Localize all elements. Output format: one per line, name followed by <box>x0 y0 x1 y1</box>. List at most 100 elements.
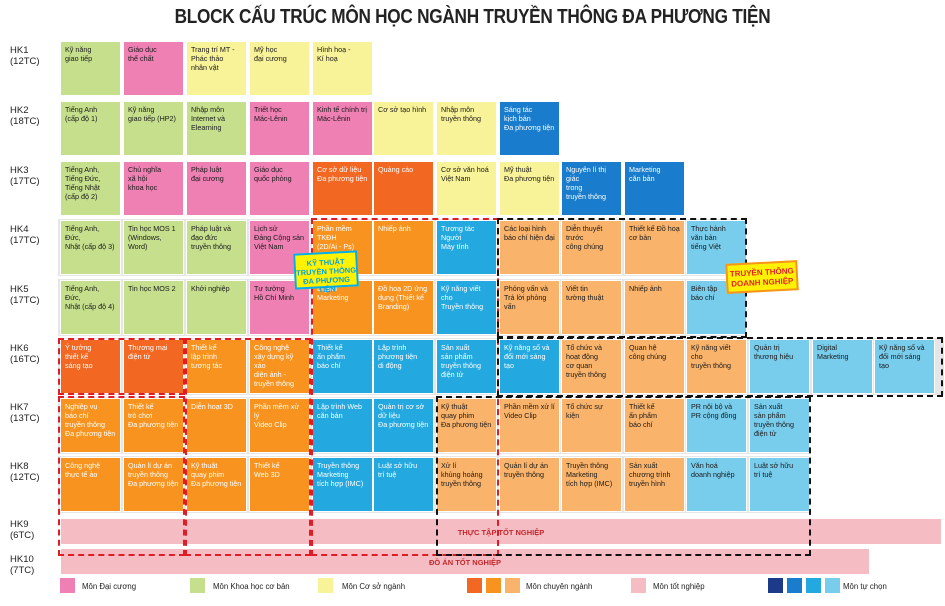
course-cell: Thiết kế Web 3D <box>249 457 310 512</box>
semester-credits: (17TC) <box>10 295 40 306</box>
semester-credits: (12TC) <box>10 472 40 483</box>
course-cell: Nhập môn Internet và Elearning <box>186 101 247 156</box>
course-cell: Thiết kế ấn phẩm báo chí <box>624 398 685 453</box>
course-cell: Kỹ năng giao tiếp <box>60 41 121 96</box>
course-cell: Khởi nghiệp <box>186 280 247 335</box>
course-cell: Luật sở hữu trí tuệ <box>749 457 810 512</box>
semester-credits: (12TC) <box>10 56 40 67</box>
course-cell: Viết tin tường thuật <box>561 280 622 335</box>
semester-credits: (17TC) <box>10 235 40 246</box>
course-cell: Kỹ năng giao tiếp (HP2) <box>123 101 184 156</box>
course-cell: Nhiếp ảnh <box>373 220 434 275</box>
course-cell: Diễn thuyết trước công chúng <box>561 220 622 275</box>
course-cell: PR nội bộ và PR cộng đồng <box>686 398 747 453</box>
course-cell: Giáo dục quốc phòng <box>249 161 310 216</box>
semester-label: HK8 (12TC) <box>10 461 56 483</box>
course-cell: Pháp luật và đạo đức truyền thông <box>186 220 247 275</box>
course-cell: Nguyên lí thị giác trong truyền thông <box>561 161 622 216</box>
semester-name: HK9 <box>10 519 29 530</box>
course-cell: Thương mại điện tử <box>123 339 184 394</box>
legend-label: Môn Đại cương <box>82 582 137 591</box>
semester-label: HK3 (17TC) <box>10 165 56 187</box>
course-cell: Văn hoá doanh nghiệp <box>686 457 747 512</box>
legend-label: Môn Khoa học cơ bản <box>213 582 290 591</box>
course-cell: Tương tác Người Máy tính <box>436 220 497 275</box>
semester-credits: (18TC) <box>10 116 40 127</box>
course-cell: Quản trị thương hiệu <box>749 339 810 394</box>
semester-name: HK8 <box>10 461 29 472</box>
course-cell: Hình hoạ - Kí hoạ <box>312 41 373 96</box>
legend-swatch <box>768 578 783 593</box>
course-cell: Kỹ thuật quay phim Đa phương tiện <box>186 457 247 512</box>
legend-swatch <box>60 578 75 593</box>
course-cell: Quản trị cơ sở dữ liệu Đa phương tiện <box>373 398 434 453</box>
course-cell: Giáo dục thể chất <box>123 41 184 96</box>
course-cell: Ý tưởng thiết kế sáng tạo <box>60 339 121 394</box>
semester-name: HK5 <box>10 284 29 295</box>
business-track-badge: TRUYỀN THÔNG DOANH NGHIỆP <box>725 260 799 294</box>
course-cell: Nghiệp vụ báo chí truyền thông Đa phương… <box>60 398 121 453</box>
course-cell: Truyền thông Marketing tích hợp (IMC) <box>561 457 622 512</box>
course-cell: Tiếng Anh (cấp độ 1) <box>60 101 121 156</box>
course-cell: Tiếng Anh, Tiếng Đức, Tiếng Nhật (cấp độ… <box>60 161 121 216</box>
course-cell: Kỹ năng số và đổi mới sáng tạo <box>874 339 935 394</box>
course-cell: Trang trí MT - Phác thảo nhân vật <box>186 41 247 96</box>
course-cell: Công nghệ thực tế ảo <box>60 457 121 512</box>
course-cell: Lập trình phương tiện di động <box>373 339 434 394</box>
legend-swatch <box>190 578 205 593</box>
course-cell: Pháp luật đại cương <box>186 161 247 216</box>
legend-swatch <box>825 578 840 593</box>
course-cell: Quảng cáo <box>373 161 434 216</box>
course-cell: Sản xuất sản phẩm truyền thông điện tử <box>749 398 810 453</box>
semester-label: HK1 (12TC) <box>10 45 56 67</box>
course-cell: Lập trình Web căn bản <box>312 398 373 453</box>
course-cell: Quan hệ công chúng <box>624 339 685 394</box>
course-cell: Mỹ thuật Đa phương tiện <box>499 161 560 216</box>
semester-name: HK6 <box>10 343 29 354</box>
semester-name: HK3 <box>10 165 29 176</box>
course-cell: Phần mềm xử lý Video Clip <box>249 398 310 453</box>
semester-credits: (17TC) <box>10 176 40 187</box>
semester-name: HK7 <box>10 402 29 413</box>
course-cell: Kỹ thuật quay phim Đa phương tiện <box>436 398 497 453</box>
course-cell: Thiết kế ấn phẩm báo chí <box>312 339 373 394</box>
course-cell: Kinh tế chính trị Mác-Lênin <box>312 101 373 156</box>
course-cell: Triết học Mác-Lênin <box>249 101 310 156</box>
course-cell: Marketing căn bản <box>624 161 685 216</box>
semester-label: HK4 (17TC) <box>10 224 56 246</box>
course-cell: Tin học MOS 2 <box>123 280 184 335</box>
semester-credits: (7TC) <box>10 565 35 576</box>
legend-swatch <box>467 578 482 593</box>
course-cell: Xử lí khủng hoảng truyền thông <box>436 457 497 512</box>
course-cell: Tổ chức và hoạt động cơ quan truyền thôn… <box>561 339 622 394</box>
multimedia-track-badge: KỸ THUẬT TRUYỀN THÔNG ĐA PHƯƠNG TIỆN <box>293 250 359 294</box>
course-cell: Tổ chức sự kiện <box>561 398 622 453</box>
course-cell: Quản lí dự án truyền thông Đa phương tiệ… <box>123 457 184 512</box>
semester-credits: (13TC) <box>10 413 40 424</box>
course-cell: Cơ sở văn hoá Việt Nam <box>436 161 497 216</box>
course-cell: Mỹ học đại cương <box>249 41 310 96</box>
course-cell: Tiếng Anh, Đức, Nhật (cấp độ 4) <box>60 280 121 335</box>
legend-swatch <box>787 578 802 593</box>
course-cell: Truyền thông Marketing tích hợp (IMC) <box>312 457 373 512</box>
course-cell: Chủ nghĩa xã hội khoa học <box>123 161 184 216</box>
course-cell: Tin học MOS 1 (Windows, Word) <box>123 220 184 275</box>
course-cell: Phỏng vấn và Trả lời phỏng vấn <box>499 280 560 335</box>
course-cell: Kỹ năng viết cho truyền thông <box>686 339 747 394</box>
legend-swatch <box>631 578 646 593</box>
course-cell: Quản lí dự án truyền thông <box>499 457 560 512</box>
course-cell: Thiết kế Đồ hoạ cơ bản <box>624 220 685 275</box>
semester-label: HK2 (18TC) <box>10 105 56 127</box>
course-cell: Diễn hoạt 3D <box>186 398 247 453</box>
legend-label: Môn tốt nghiệp <box>653 582 705 591</box>
course-cell: Tiếng Anh, Đức, Nhật (cấp độ 3) <box>60 220 121 275</box>
course-cell: Sáng tác kịch bản Đa phương tiện <box>499 101 560 156</box>
semester-name: HK1 <box>10 45 29 56</box>
course-cell: Cơ sở tạo hình <box>373 101 434 156</box>
legend-swatch <box>318 578 333 593</box>
course-cell: Đồ hoạ 2D ứng dụng (Thiết kế Branding) <box>373 280 434 335</box>
course-cell: Nhiếp ảnh <box>624 280 685 335</box>
semester-label: HK7 (13TC) <box>10 402 56 424</box>
course-cell: Phần mềm xử lí Video Clip <box>499 398 560 453</box>
course-cell: Kỹ năng viết cho Truyền thông <box>436 280 497 335</box>
